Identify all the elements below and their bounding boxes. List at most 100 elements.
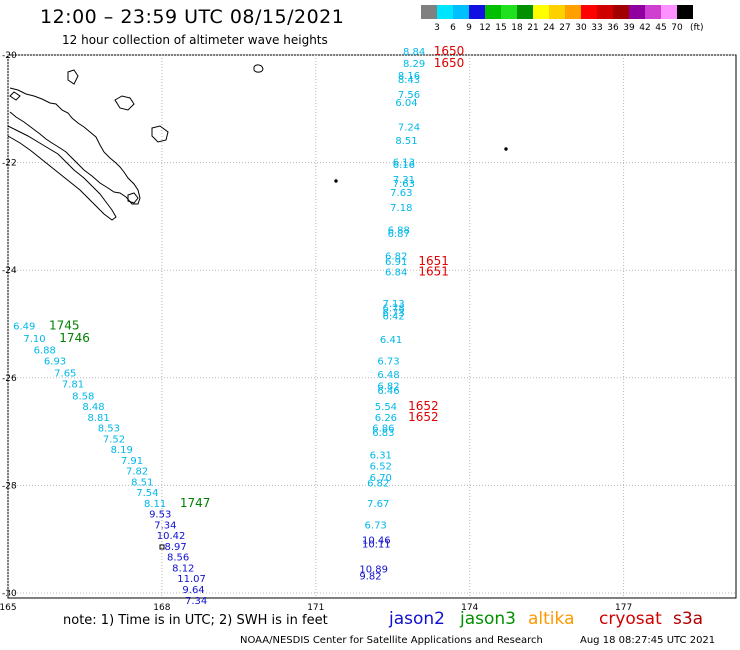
pass-time-label: 1746 [59,331,90,345]
new-caledonia-coastline [9,87,141,205]
wave-height-value: 8.58 [72,391,94,402]
legend-swatch [533,5,549,19]
wave-height-value: 6.26 [375,413,397,424]
satellite-label: altika [528,609,575,629]
loyalty-island-lifou [114,95,135,111]
satellite-label: s3a [673,609,704,629]
wave-height-value: 6.91 [385,257,407,268]
wave-height-value: 8.11 [144,499,166,510]
longitude-label: 177 [615,603,632,613]
wave-height-value: 8.19 [111,445,133,456]
coastline [7,64,508,550]
longitude-label: 174 [461,603,478,613]
wave-height-value: 7.67 [367,499,389,510]
wave-height-value: 7.91 [121,456,143,467]
wave-height-value: 9.64 [182,585,204,596]
latitude-label: -22 [2,159,17,169]
wave-height-value: 6.82 [377,382,399,393]
wave-height-value: 6.46 [377,386,399,397]
wave-height-value: 7.56 [398,90,420,101]
pass-time-label: 1747 [180,496,211,510]
wave-height-value: 6.49 [13,321,35,332]
wave-height-value: 8.53 [98,424,120,435]
credit-text: NOAA/NESDIS Center for Satellite Applica… [240,635,543,646]
legend-label: 33 [591,23,603,33]
islet-east [504,147,508,151]
legend-swatch [629,5,645,19]
latitude-label: -24 [2,266,17,276]
legend-swatch [469,5,485,19]
loyalty-island-mare [151,125,169,143]
wave-height-value: 6.16 [393,160,415,171]
wave-height-value: 8.48 [82,402,104,413]
legend-swatch [677,5,693,19]
legend-swatch [661,5,677,19]
wave-height-value: 7.52 [103,434,125,445]
latitude-label: -30 [2,589,17,599]
wave-height-value: 10.42 [157,531,186,542]
legend-swatch [645,5,661,19]
wave-height-value: 8.51 [131,477,153,488]
wave-height-value: 6.78 [382,304,404,315]
legend-label: 3 [434,23,440,33]
wave-height-value: 7.63 [393,179,415,190]
wave-height-value: 6.73 [377,356,399,367]
wave-height-value: 6.82 [367,478,389,489]
satellite-label: cryosat [599,609,662,629]
wave-height-value: 7.34 [154,520,176,531]
wave-height-value: 7.65 [54,369,76,380]
latitude-label: -20 [2,51,17,61]
wave-height-value: 6.88 [388,226,410,237]
wave-height-value: 6.86 [372,424,394,435]
latitude-label: -28 [2,481,17,491]
wave-height-value: 6.13 [393,157,415,168]
wave-height-value: 8.29 [403,59,425,70]
wave-height-value: 11.07 [177,574,206,585]
pass-time-label: 1652 [408,399,439,413]
legend-swatch [485,5,501,19]
altimeter-passes: 8.848.298.168.43 7.566.04 7.24 8.51 6.136.16… [13,47,425,607]
legend-label: 36 [607,23,619,33]
wave-height-value: 9.53 [149,510,171,521]
latitude-label: -26 [2,374,17,384]
wave-height-value: 6.31 [370,451,392,462]
legend-label: 6 [450,23,456,33]
wave-height-value: 5.54 [375,402,397,413]
wave-height-value: 10.46 [362,536,391,547]
legend-label: 42 [639,23,651,33]
legend-label: 39 [623,23,635,33]
wave-height-value: 7.81 [62,379,84,390]
wave-height-value: 6.42 [382,312,404,323]
longitude-label: 165 [0,603,17,613]
legend-swatch [501,5,517,19]
wave-height-value: 6.48 [377,370,399,381]
legend-swatch [517,5,533,19]
legend-swatch [581,5,597,19]
wave-height-value: 6.82 [385,251,407,262]
satellite-label: jason2 [389,609,445,629]
legend-swatch [597,5,613,19]
satellite-label: jason3 [460,609,516,629]
legend-unit: (ft) [690,23,704,33]
legend-swatch [549,5,565,19]
wave-height-value: 6.93 [44,356,66,367]
legend-swatch [565,5,581,19]
legend-swatch [453,5,469,19]
wave-height-value: 6.04 [395,98,417,109]
longitude-label: 168 [153,603,170,613]
wave-height-value: 7.31 [393,175,415,186]
wave-height-value: 9.82 [359,572,381,583]
wave-height-value: 8.84 [403,47,425,58]
longitude-label: 171 [307,603,324,613]
wave-height-value: 6.84 [385,268,407,279]
pass-time-label: 1745 [49,318,80,332]
pass-time-label: 1651 [418,265,449,279]
legend-label: 15 [495,23,507,33]
walpole-island [159,544,165,550]
belep-islands [9,91,21,101]
legend-label: 70 [671,23,683,33]
wave-height-value: 8.81 [88,413,110,424]
legend-label: 45 [655,23,667,33]
legend-label: 18 [511,23,523,33]
